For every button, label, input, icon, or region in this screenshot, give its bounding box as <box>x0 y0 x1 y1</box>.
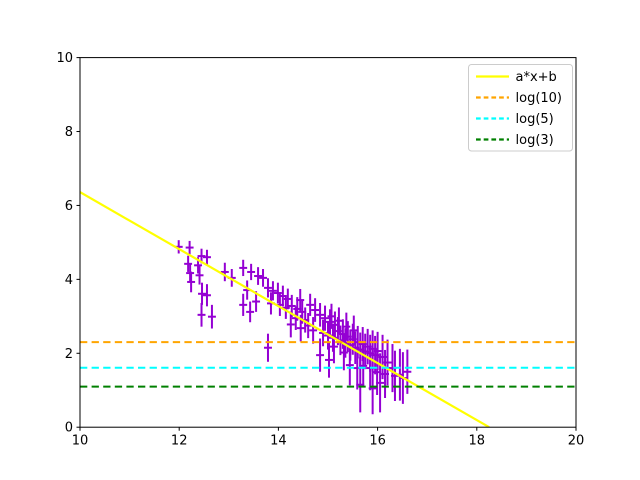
errorbar-point <box>259 269 267 287</box>
errorbar-point <box>345 344 354 386</box>
errorbar-point <box>368 362 377 415</box>
errorbar-point <box>306 293 315 316</box>
y-tick-label: 6 <box>65 199 73 214</box>
errorbar-point <box>316 303 325 327</box>
x-tick-label: 18 <box>469 434 486 449</box>
legend-label: log(10) <box>516 91 563 106</box>
errorbar-point <box>198 282 206 305</box>
errorbar-point <box>187 271 196 293</box>
errorbar-point <box>264 333 272 362</box>
errorbar-point <box>207 304 216 329</box>
errorbar-point <box>376 353 385 413</box>
errorbar-point <box>239 259 248 277</box>
errorbar-point <box>327 303 336 329</box>
y-tick-label: 10 <box>56 51 73 66</box>
errorbar-point <box>339 334 348 371</box>
legend-label: a*x+b <box>516 70 557 85</box>
errorbar-point <box>311 298 320 322</box>
fit-line <box>80 191 490 428</box>
legend: a*x+b log(10) log(5) log(3) <box>468 64 573 152</box>
errorbar-point <box>203 249 211 265</box>
errorbar-point <box>264 278 272 298</box>
errorbar-point <box>286 311 295 338</box>
errorbar-point <box>195 266 204 285</box>
axes-frame <box>79 57 577 428</box>
errorbar-point <box>239 293 248 316</box>
errorbar-point <box>296 288 305 312</box>
errorbar-point <box>185 240 194 255</box>
legend-label: log(3) <box>516 133 554 148</box>
errorbar-point <box>321 305 329 331</box>
errorbar-point <box>273 282 282 304</box>
errorbar-point <box>325 342 333 378</box>
errorbar-point <box>252 291 261 312</box>
legend-box <box>468 64 573 152</box>
x-tick-label: 20 <box>568 434 585 449</box>
errorbar-point <box>203 284 211 307</box>
errorbar-point <box>247 263 256 281</box>
errorbar-point <box>383 339 392 386</box>
x-tick-label: 14 <box>270 434 287 449</box>
errorbar-point <box>220 262 229 282</box>
errorbar-point <box>329 329 338 364</box>
errorbar-point <box>268 281 277 301</box>
errorbar-point <box>197 303 206 327</box>
y-tick-label: 2 <box>65 347 73 362</box>
x-tick-label: 10 <box>72 434 89 449</box>
y-tick-label: 4 <box>65 273 73 288</box>
tick-labels: 10 12 14 16 18 20 0 2 4 6 8 10 <box>56 51 584 449</box>
ticks <box>76 57 577 431</box>
x-tick-label: 12 <box>171 434 188 449</box>
x-tick-label: 16 <box>369 434 386 449</box>
y-tick-label: 0 <box>65 421 73 436</box>
errorbar-point <box>356 356 365 413</box>
errorbar-point <box>316 338 325 372</box>
errorbar-point <box>309 317 318 344</box>
legend-label: log(5) <box>516 112 554 127</box>
y-tick-label: 8 <box>65 125 73 140</box>
errorbar-point <box>254 267 263 285</box>
errorbar-point <box>246 301 255 323</box>
plot-area <box>80 191 576 428</box>
